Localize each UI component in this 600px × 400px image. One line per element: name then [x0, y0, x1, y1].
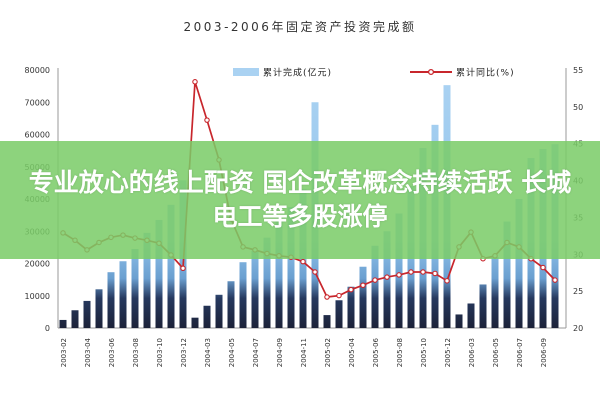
- banner-line-2: 电工等多股涨停: [212, 202, 388, 231]
- x-tick-label: 2003-02: [60, 338, 68, 367]
- line-point: [552, 277, 558, 283]
- legend-item-bars: 累计完成(亿元): [233, 67, 332, 79]
- bar: [335, 300, 343, 328]
- legend-label-line: 累计同比(%): [456, 67, 515, 79]
- x-tick-label: 2004-05: [228, 338, 236, 367]
- line-point: [360, 282, 366, 288]
- bar: [215, 294, 223, 328]
- bar: [323, 315, 331, 328]
- bar: [167, 204, 175, 328]
- left-tick-label: 60000: [25, 131, 50, 140]
- bar: [251, 250, 259, 328]
- x-tick-label: 2006-05: [492, 338, 500, 367]
- left-tick-label: 80000: [25, 66, 50, 75]
- bar: [119, 261, 127, 328]
- x-tick-label: 2005-04: [348, 337, 356, 367]
- bar: [479, 284, 487, 328]
- line-point: [180, 265, 186, 272]
- x-axis-ticks: 2003-02 2003-04 2003-06 2003-08 2003-10 2003-…: [60, 337, 548, 367]
- x-tick-label: 2004-03: [204, 338, 212, 367]
- bar: [395, 213, 403, 328]
- bar: [359, 266, 367, 328]
- line-point: [336, 292, 342, 299]
- bar: [71, 310, 79, 328]
- x-tick-label: 2003-06: [108, 337, 116, 367]
- legend-swatch-bars: [233, 68, 259, 76]
- right-tick-label: 20: [573, 324, 583, 333]
- bar: [287, 207, 295, 328]
- x-tick-label: 2005-02: [324, 338, 332, 367]
- left-tick-label: 0: [45, 324, 50, 333]
- promo-banner: 专业放心的线上配资 国企改革概念持续活跃 长城 电工等多股涨停: [0, 141, 600, 259]
- x-tick-label: 2004-11: [300, 338, 308, 367]
- left-tick-label: 70000: [25, 98, 50, 107]
- legend: 累计完成(亿元) 累计同比(%): [233, 67, 515, 79]
- bar: [83, 300, 91, 328]
- bar: [275, 221, 283, 328]
- left-tick-label: 10000: [25, 292, 50, 301]
- line-point: [396, 272, 402, 278]
- bar: [95, 289, 103, 328]
- legend-item-line: 累计同比(%): [410, 67, 515, 79]
- bar: [203, 305, 211, 328]
- right-tick-label: 50: [573, 103, 583, 112]
- x-tick-label: 2003-12: [180, 338, 188, 367]
- x-tick-label: 2003-08: [132, 338, 140, 367]
- left-tick-label: 20000: [25, 260, 50, 269]
- line-point: [204, 117, 210, 123]
- banner-line-1: 专业放心的线上配资 国企改革概念持续活跃 长城: [28, 168, 572, 197]
- bar: [467, 303, 475, 328]
- right-tick-label: 25: [573, 287, 583, 296]
- x-tick-label: 2003-04: [84, 337, 92, 367]
- x-tick-label: 2004-09: [276, 338, 284, 367]
- bar: [143, 232, 151, 328]
- x-tick-label: 2005-10: [420, 338, 428, 367]
- bar: [263, 237, 271, 328]
- x-tick-label: 2006-03: [468, 338, 476, 367]
- right-tick-label: 55: [573, 66, 583, 75]
- line-point: [540, 264, 546, 271]
- bar: [191, 317, 199, 328]
- x-tick-label: 2005-06: [372, 337, 380, 367]
- bar: [155, 219, 163, 328]
- line-point: [444, 278, 450, 284]
- legend-swatch-marker: [427, 68, 435, 76]
- bar: [371, 245, 379, 328]
- bar: [239, 262, 247, 328]
- bar: [455, 314, 463, 328]
- bar: [347, 286, 355, 328]
- line-point: [312, 269, 318, 275]
- line-point: [408, 269, 414, 275]
- bar: [107, 272, 115, 328]
- x-tick-label: 2005-12: [444, 338, 452, 367]
- bar: [59, 319, 67, 328]
- x-tick-label: 2005-08: [396, 338, 404, 367]
- legend-label-bars: 累计完成(亿元): [263, 67, 332, 79]
- line-point: [192, 79, 198, 85]
- bar: [491, 257, 499, 328]
- bar: [227, 281, 235, 328]
- bar: [503, 221, 511, 328]
- x-tick-label: 2004-07: [252, 338, 260, 367]
- bar: [131, 248, 139, 328]
- chart-title: 2003-2006年固定资产投资完成额: [184, 19, 417, 34]
- x-tick-label: 2003-10: [156, 338, 164, 367]
- x-tick-label: 2006-07: [516, 338, 524, 367]
- bar: [515, 199, 523, 328]
- line-point: [324, 294, 330, 300]
- line-point: [432, 270, 438, 277]
- line-point: [420, 269, 426, 275]
- line-point: [300, 258, 306, 265]
- x-tick-label: 2006-09: [540, 338, 548, 367]
- line-point: [372, 277, 378, 283]
- line-point: [384, 274, 390, 280]
- line-point: [348, 286, 354, 293]
